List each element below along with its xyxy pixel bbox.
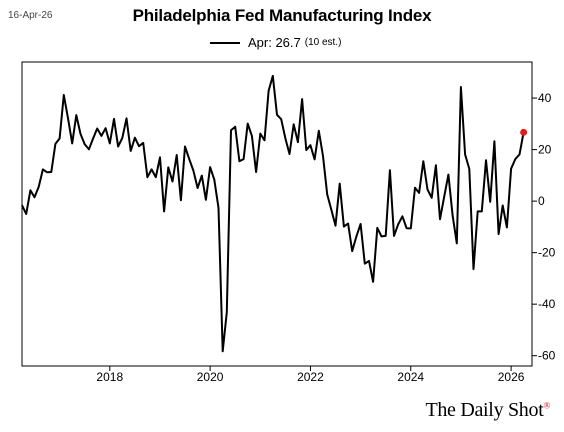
legend: Apr: 26.7 (10 est.) <box>210 35 341 50</box>
y-axis: 40 20 0 -20 -40 -60 <box>532 91 556 363</box>
x-tick-label: 2020 <box>197 370 224 384</box>
x-tick-label: 2024 <box>397 370 424 384</box>
y-tick-label: 0 <box>538 194 545 208</box>
x-tick-label: 2022 <box>297 370 324 384</box>
y-tick-label: -20 <box>538 246 556 260</box>
legend-label: Apr: 26.7 <box>248 35 301 50</box>
y-tick-label: -40 <box>538 297 556 311</box>
x-axis: 2018 2020 2022 2024 2026 <box>96 366 525 384</box>
legend-note: (10 est.) <box>304 37 342 48</box>
series-line <box>21 74 525 353</box>
brand-text: The Daily Shot <box>425 399 544 421</box>
y-tick-label: -60 <box>538 349 556 363</box>
legend-line-swatch <box>210 41 240 44</box>
latest-value-point <box>520 128 528 136</box>
y-tick-label: 20 <box>538 143 552 157</box>
chart-title: Philadelphia Fed Manufacturing Index <box>132 6 432 25</box>
x-tick-label: 2018 <box>96 370 123 384</box>
plot-frame <box>21 61 533 367</box>
brand-registered-mark: ® <box>543 400 550 411</box>
brand-logo: The Daily Shot® <box>425 399 550 422</box>
x-tick-label: 2026 <box>498 370 525 384</box>
date-label: 16-Apr-26 <box>8 10 53 21</box>
y-tick-label: 40 <box>538 91 552 105</box>
